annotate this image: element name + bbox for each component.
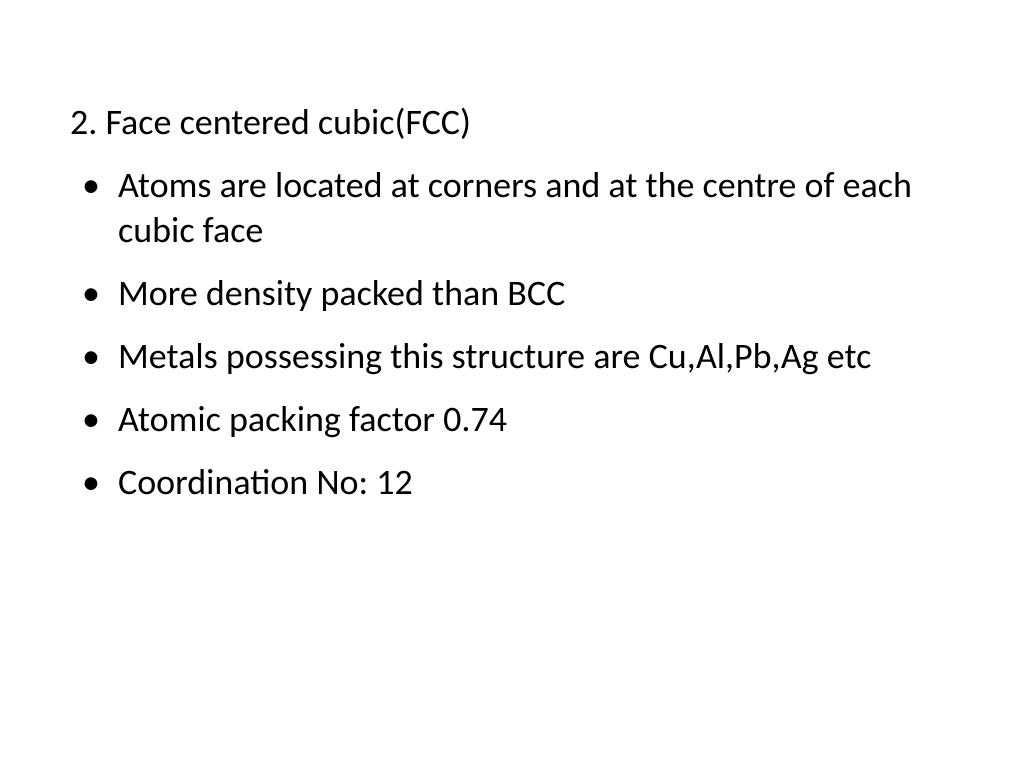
slide-heading: 2. Face centered cubic(FCC) (70, 100, 954, 145)
list-item: Coordination No: 12 (70, 460, 954, 505)
list-item: More density packed than BCC (70, 271, 954, 316)
list-item: Atoms are located at corners and at the … (70, 163, 954, 253)
list-item: Metals possessing this structure are Cu,… (70, 334, 954, 379)
bullet-list: Atoms are located at corners and at the … (70, 163, 954, 505)
list-item: Atomic packing factor 0.74 (70, 397, 954, 442)
slide: 2. Face centered cubic(FCC) Atoms are lo… (0, 0, 1024, 768)
